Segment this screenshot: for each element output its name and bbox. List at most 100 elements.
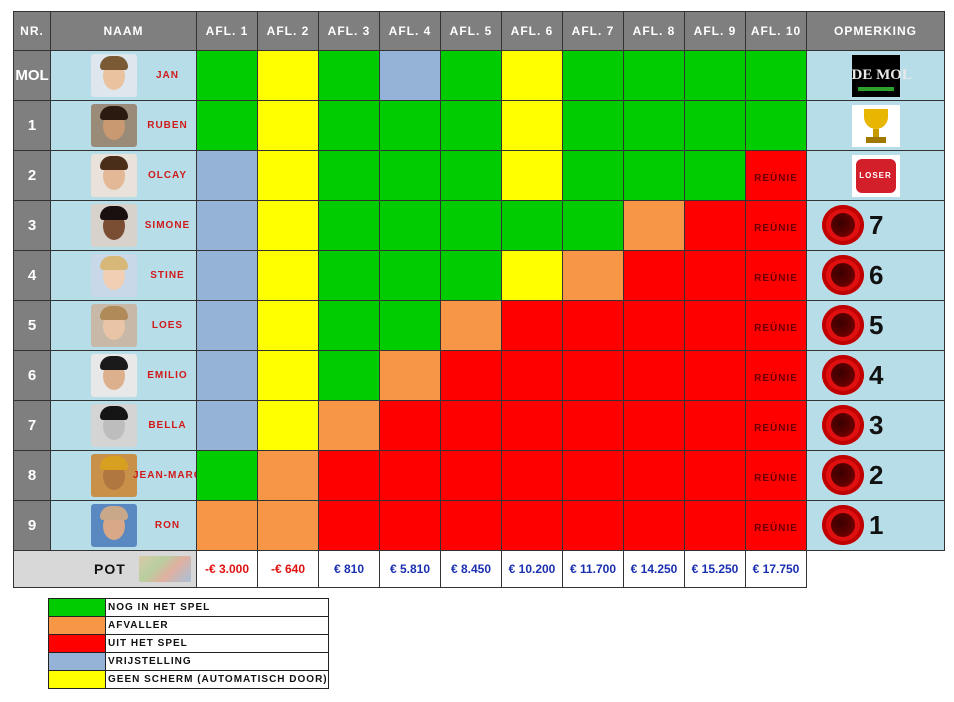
trophy-cup <box>863 108 888 129</box>
legend: NOG IN HET SPEL AFVALLER UIT HET SPEL VRIJS… <box>48 598 329 689</box>
remark-cell: DE MOL <box>806 50 945 101</box>
legend-swatch <box>48 670 106 689</box>
status-cell <box>196 450 258 501</box>
status-cell <box>196 350 258 401</box>
status-cell <box>257 350 319 401</box>
status-cell: REÜNIE <box>745 300 807 351</box>
status-cell <box>501 100 563 151</box>
pot-value: € 810 <box>318 550 380 588</box>
status-cell <box>562 50 624 101</box>
status-cell: REÜNIE <box>745 150 807 201</box>
status-cell <box>684 100 746 151</box>
elimination-number: 5 <box>869 310 884 340</box>
name-cell: LOES <box>50 300 197 351</box>
table-row: 9 RON REÜNIE 1 <box>13 500 945 551</box>
status-cell <box>379 300 441 351</box>
fingerprint-icon <box>822 355 864 395</box>
elimination-number: 7 <box>869 210 884 240</box>
status-cell <box>501 500 563 551</box>
status-cell <box>562 300 624 351</box>
remark-cell: 7 <box>806 200 945 251</box>
legend-item: GEEN SCHERM (AUTOMATISCH DOOR) <box>48 670 329 689</box>
remark-cell: LOSER <box>806 150 945 201</box>
status-cell <box>196 50 258 101</box>
avatar-hair <box>100 306 128 320</box>
trophy-icon <box>851 104 900 147</box>
legend-item: AFVALLER <box>48 616 329 635</box>
rank-cell: 5 <box>13 300 51 351</box>
status-cell <box>501 350 563 401</box>
status-cell <box>684 500 746 551</box>
fingerprint-icon <box>822 255 864 295</box>
rank-cell: 6 <box>13 350 51 401</box>
header-episode-3: AFL. 3 <box>318 11 380 51</box>
status-cell <box>562 350 624 401</box>
status-cell <box>684 250 746 301</box>
status-cell <box>501 50 563 101</box>
status-cell <box>440 400 502 451</box>
status-cell <box>318 50 380 101</box>
status-cell <box>623 100 685 151</box>
contestant-name: RUBEN <box>147 120 188 131</box>
status-cell <box>318 100 380 151</box>
avatar <box>91 454 137 497</box>
table-row: 1 RUBEN <box>13 100 945 151</box>
status-cell <box>318 200 380 251</box>
status-cell <box>684 350 746 401</box>
status-cell <box>501 450 563 501</box>
contestant-name: LOES <box>151 320 184 331</box>
status-cell: REÜNIE <box>745 200 807 251</box>
legend-swatch <box>48 634 106 653</box>
status-cell <box>257 500 319 551</box>
header-episode-2: AFL. 2 <box>257 11 319 51</box>
pot-value: € 8.450 <box>440 550 502 588</box>
pot-value: -€ 3.000 <box>196 550 258 588</box>
header-episode-6: AFL. 6 <box>501 11 563 51</box>
status-cell <box>440 300 502 351</box>
status-cell <box>318 250 380 301</box>
header-naam: NAAM <box>50 11 197 51</box>
status-cell <box>379 250 441 301</box>
status-cell <box>440 350 502 401</box>
status-cell: REÜNIE <box>745 400 807 451</box>
avatar-hair <box>100 56 128 70</box>
remark-cell: 3 <box>806 400 945 451</box>
status-cell <box>257 100 319 151</box>
status-cell <box>623 200 685 251</box>
status-cell <box>257 250 319 301</box>
status-cell <box>379 50 441 101</box>
status-cell <box>318 400 380 451</box>
loser-pillow-icon: LOSER <box>851 154 900 197</box>
status-cell <box>623 400 685 451</box>
status-cell <box>379 500 441 551</box>
reunie-label: REÜNIE <box>754 473 798 484</box>
rank-cell: 7 <box>13 400 51 451</box>
status-cell <box>440 200 502 251</box>
header-episode-4: AFL. 4 <box>379 11 441 51</box>
reunie-label: REÜNIE <box>754 323 798 334</box>
pot-value: € 10.200 <box>501 550 563 588</box>
status-cell <box>440 150 502 201</box>
header-nr: NR. <box>13 11 51 51</box>
status-cell <box>562 250 624 301</box>
de-mol-logo-text: DE MOL <box>851 66 912 83</box>
status-cell <box>196 300 258 351</box>
status-cell <box>501 200 563 251</box>
status-cell <box>257 300 319 351</box>
avatar-hair <box>100 156 128 170</box>
rank-cell: MOL <box>13 50 51 101</box>
contestant-name: EMILIO <box>147 370 188 381</box>
table-row: 8 JEAN-MARC REÜNIE 2 <box>13 450 945 501</box>
status-cell <box>379 200 441 251</box>
table-row: 6 EMILIO REÜNIE 4 <box>13 350 945 401</box>
legend-swatch <box>48 652 106 671</box>
status-cell <box>196 500 258 551</box>
reunie-label: REÜNIE <box>754 523 798 534</box>
contestant-name: STINE <box>150 270 185 281</box>
name-cell: RON <box>50 500 197 551</box>
legend-label: AFVALLER <box>105 616 329 635</box>
status-cell <box>440 500 502 551</box>
status-cell <box>623 50 685 101</box>
pot-empty-cell <box>807 551 945 588</box>
table-row: 3 SIMONE REÜNIE 7 <box>13 200 945 251</box>
